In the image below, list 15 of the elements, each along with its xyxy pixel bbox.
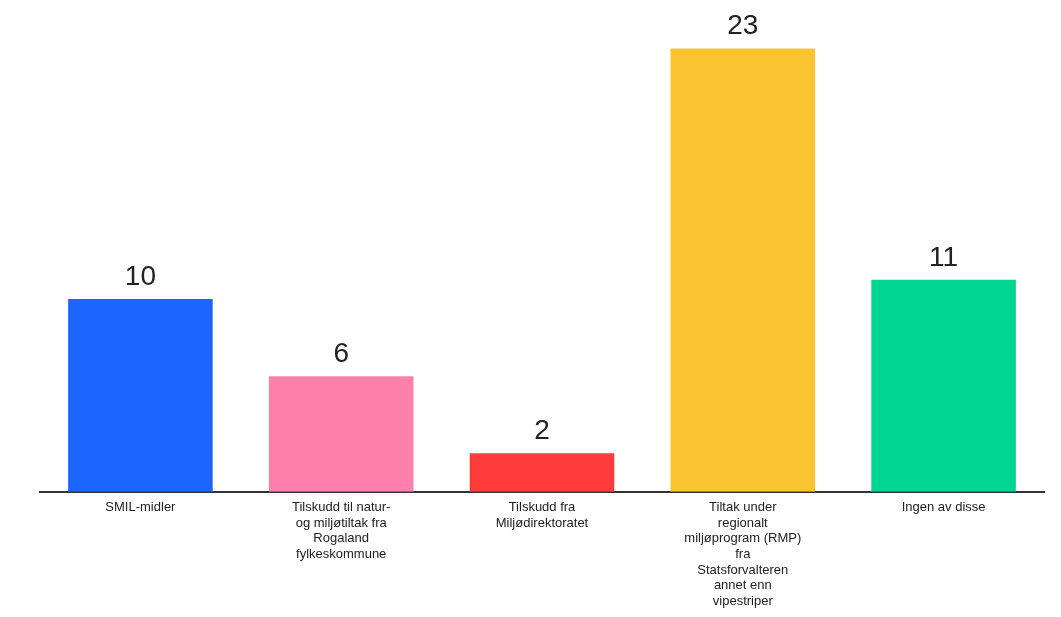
x-tick-label: Tilskudd til natur- og miljøtiltak fra Rogaland fylkeskommune bbox=[291, 499, 391, 561]
bar bbox=[469, 453, 615, 492]
x-tick-label: Ingen av disse bbox=[901, 499, 986, 515]
x-tick-label: SMIL-midler bbox=[105, 499, 177, 515]
bar bbox=[670, 48, 816, 492]
bar bbox=[871, 279, 1016, 492]
data-label: 2 bbox=[534, 413, 550, 445]
x-tick-label: Tiltak under regionalt miljøprogram (RMP) fra Statsforvalteren annet enn vipestriper bbox=[684, 499, 802, 608]
bar bbox=[68, 299, 213, 492]
data-label: 6 bbox=[333, 336, 349, 368]
data-label: 11 bbox=[929, 240, 959, 272]
bar bbox=[268, 376, 414, 492]
data-label: 10 bbox=[124, 259, 156, 291]
x-tick-label: Tilskudd fra Miljødirektoratet bbox=[495, 499, 589, 530]
data-label: 23 bbox=[727, 9, 759, 41]
